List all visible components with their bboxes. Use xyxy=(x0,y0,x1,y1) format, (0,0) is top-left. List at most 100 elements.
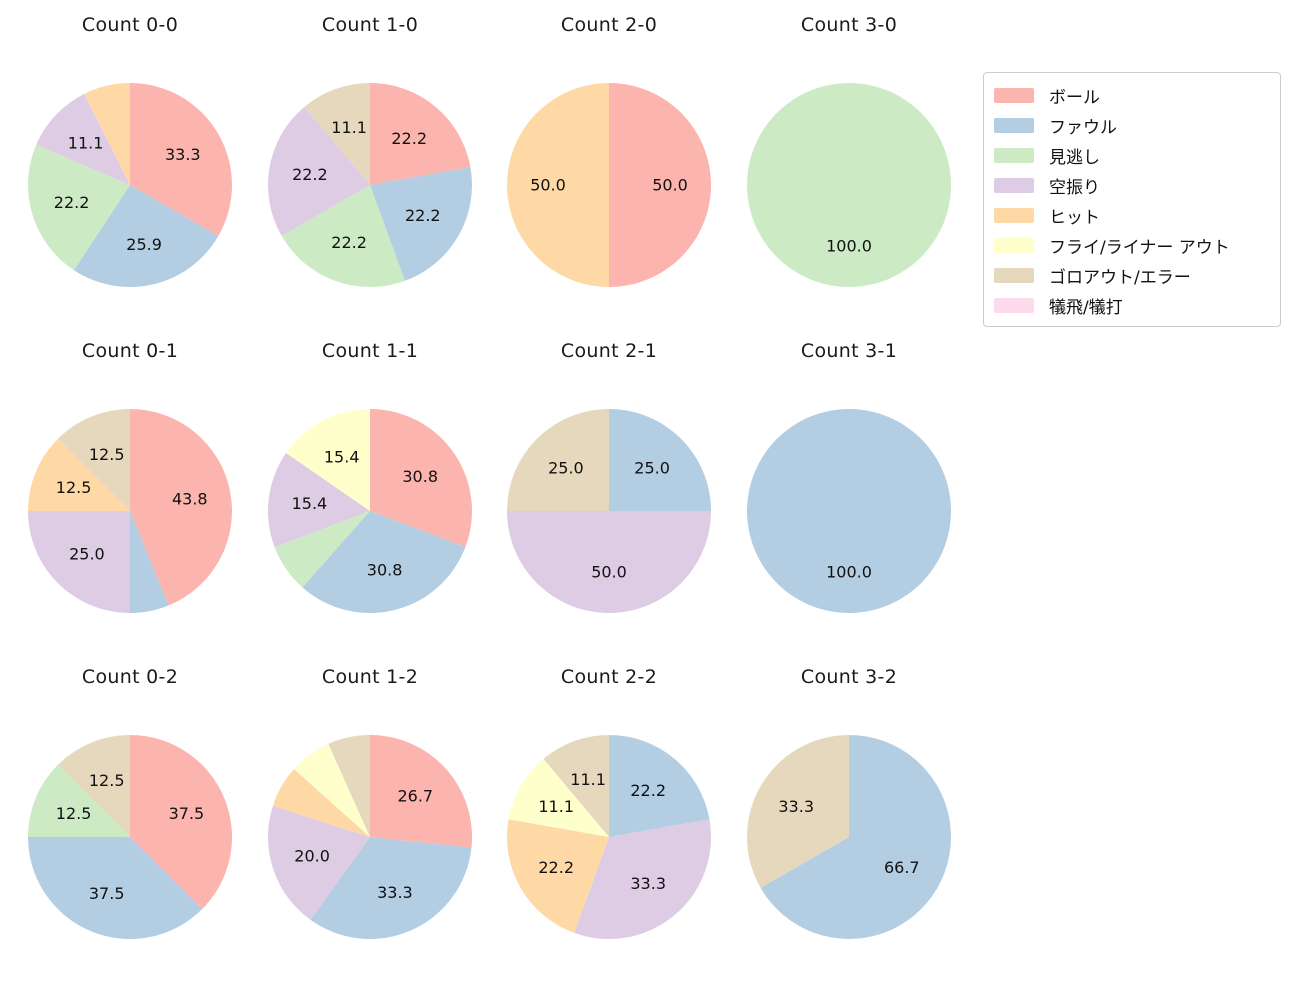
pie-slice xyxy=(508,758,609,837)
pie-canvas: 66.7 33.3 xyxy=(747,735,952,939)
pie-canvas: 22.2 33.3 22.2 11.1 11.1 xyxy=(507,735,711,940)
pie-chart-count-1-2: Count 1-2 26.7 33.3 20.0 xyxy=(250,664,490,957)
legend-label: ヒット xyxy=(1049,207,1100,228)
slice-label: 43.8 xyxy=(172,490,208,509)
pie-slice xyxy=(609,409,711,511)
slice-label: 22.2 xyxy=(292,165,328,184)
legend-label: 犠飛/犠打 xyxy=(1049,297,1123,318)
pie-slice xyxy=(328,735,370,837)
legend-label: 空振り xyxy=(1049,177,1100,198)
slice-label: 15.4 xyxy=(292,494,328,513)
slice-label: 33.3 xyxy=(165,145,201,164)
legend-item: 見逃し xyxy=(994,140,1280,170)
slice-label: 12.5 xyxy=(56,478,92,497)
slice-label: 100.0 xyxy=(826,563,872,582)
pie-chart-count-1-1: Count 1-1 30.8 30.8 15.4 15.4 xyxy=(250,338,490,631)
chart-title: Count 1-0 xyxy=(321,14,419,36)
pie-canvas: 100.0 xyxy=(747,83,951,287)
pie-slice xyxy=(28,764,130,837)
pie-canvas: 37.5 37.5 12.5 12.5 xyxy=(28,735,232,939)
slice-label: 30.8 xyxy=(367,561,403,580)
pie-slice xyxy=(304,83,370,185)
pie-slice xyxy=(130,83,232,236)
legend-swatch xyxy=(994,147,1034,163)
pie-slice xyxy=(28,837,203,939)
slice-label: 33.3 xyxy=(377,883,413,902)
pie-canvas: 50.0 50.0 xyxy=(507,83,711,287)
legend-swatch xyxy=(994,297,1034,313)
pie-slice xyxy=(507,409,609,511)
pie-slice xyxy=(760,735,952,939)
pie-slice xyxy=(747,735,849,888)
chart-title: Count 1-2 xyxy=(321,666,419,688)
pie-chart-count-2-1: Count 2-1 25.0 50.0 25.0 xyxy=(489,338,729,631)
legend-label: 見逃し xyxy=(1049,147,1100,168)
pie-slice xyxy=(302,511,466,614)
pie-slice xyxy=(27,144,131,271)
pie-slice xyxy=(370,735,473,848)
slice-label: 15.4 xyxy=(324,448,360,467)
legend: ボールファウル見逃し空振りヒットフライ/ライナー アウト ゴロアウト/エラー 犠飛/… xyxy=(983,72,1281,327)
pie-slice xyxy=(507,83,609,287)
slice-label: 50.0 xyxy=(652,176,688,195)
slice-label: 25.0 xyxy=(548,458,584,477)
chart-title: Count 0-1 xyxy=(81,340,179,362)
legend-label: フライ/ライナー アウト xyxy=(1049,237,1230,258)
pie-slice xyxy=(272,769,370,837)
slice-label: 33.3 xyxy=(630,874,666,893)
slice-label: 26.7 xyxy=(397,787,433,806)
slice-label: 12.5 xyxy=(56,804,92,823)
legend-label: ファウル xyxy=(1049,117,1117,138)
slice-label: 11.1 xyxy=(538,797,574,816)
pie-slice xyxy=(609,83,711,287)
slice-label: 12.5 xyxy=(89,771,125,790)
slice-label: 12.5 xyxy=(89,445,125,464)
slice-label: 66.7 xyxy=(884,858,920,877)
chart-title: Count 2-2 xyxy=(560,666,658,688)
pie-slice xyxy=(130,511,169,613)
pie-slice xyxy=(286,409,370,511)
legend-items: ボールファウル見逃し空振りヒットフライ/ライナー アウト ゴロアウト/エラー 犠飛/… xyxy=(994,80,1280,320)
pie-chart-count-0-1: Count 0-1 43.8 25.0 12.5 12.5 xyxy=(10,338,250,631)
pie-chart-count-0-0: Count 0-0 33.3 25.9 22.2 11.1 xyxy=(10,12,250,305)
pie-slice xyxy=(507,511,711,613)
pie-slice xyxy=(268,805,370,920)
pie-slice xyxy=(57,409,130,511)
legend-swatch xyxy=(994,207,1034,223)
legend-item: ヒット xyxy=(994,200,1280,230)
legend-label: ゴロアウト/エラー xyxy=(1049,267,1191,288)
pie-slice xyxy=(28,511,130,613)
slice-label: 11.1 xyxy=(331,118,367,137)
legend-swatch xyxy=(994,177,1034,193)
pie-slice xyxy=(130,409,233,606)
pie-slice xyxy=(73,185,219,287)
pie-slice xyxy=(130,735,232,910)
chart-title: Count 3-0 xyxy=(800,14,898,36)
slice-label: 37.5 xyxy=(169,804,205,823)
pie-slice xyxy=(747,83,951,287)
pie-slice xyxy=(281,185,405,288)
legend-swatch xyxy=(994,267,1034,283)
pie-canvas: 30.8 30.8 15.4 15.4 xyxy=(268,409,472,614)
pie-chart-count-2-2: Count 2-2 22.2 33.3 22.2 11.1 11.1 xyxy=(489,664,729,957)
slice-label: 100.0 xyxy=(826,237,872,256)
pie-canvas: 26.7 33.3 20.0 xyxy=(268,735,473,939)
pie-slice xyxy=(609,735,710,837)
slice-label: 22.2 xyxy=(538,858,574,877)
pie-slice xyxy=(57,735,130,837)
legend-swatch xyxy=(994,237,1034,253)
legend-swatch xyxy=(994,117,1034,133)
chart-title: Count 0-0 xyxy=(81,14,179,36)
pie-chart-count-2-0: Count 2-0 50.0 50.0 xyxy=(489,12,729,305)
slice-label: 20.0 xyxy=(294,847,330,866)
slice-label: 25.9 xyxy=(126,235,162,254)
pie-canvas: 33.3 25.9 22.2 11.1 xyxy=(27,83,232,287)
pie-chart-count-3-2: Count 3-2 66.7 33.3 xyxy=(729,664,969,957)
legend-item: ゴロアウト/エラー xyxy=(994,260,1280,290)
pie-chart-count-0-2: Count 0-2 37.5 37.5 12.5 12.5 xyxy=(10,664,250,957)
legend-label: ボール xyxy=(1049,87,1100,108)
legend-item: 犠飛/犠打 xyxy=(994,290,1280,320)
slice-label: 33.3 xyxy=(778,797,814,816)
slice-label: 25.0 xyxy=(69,545,105,564)
